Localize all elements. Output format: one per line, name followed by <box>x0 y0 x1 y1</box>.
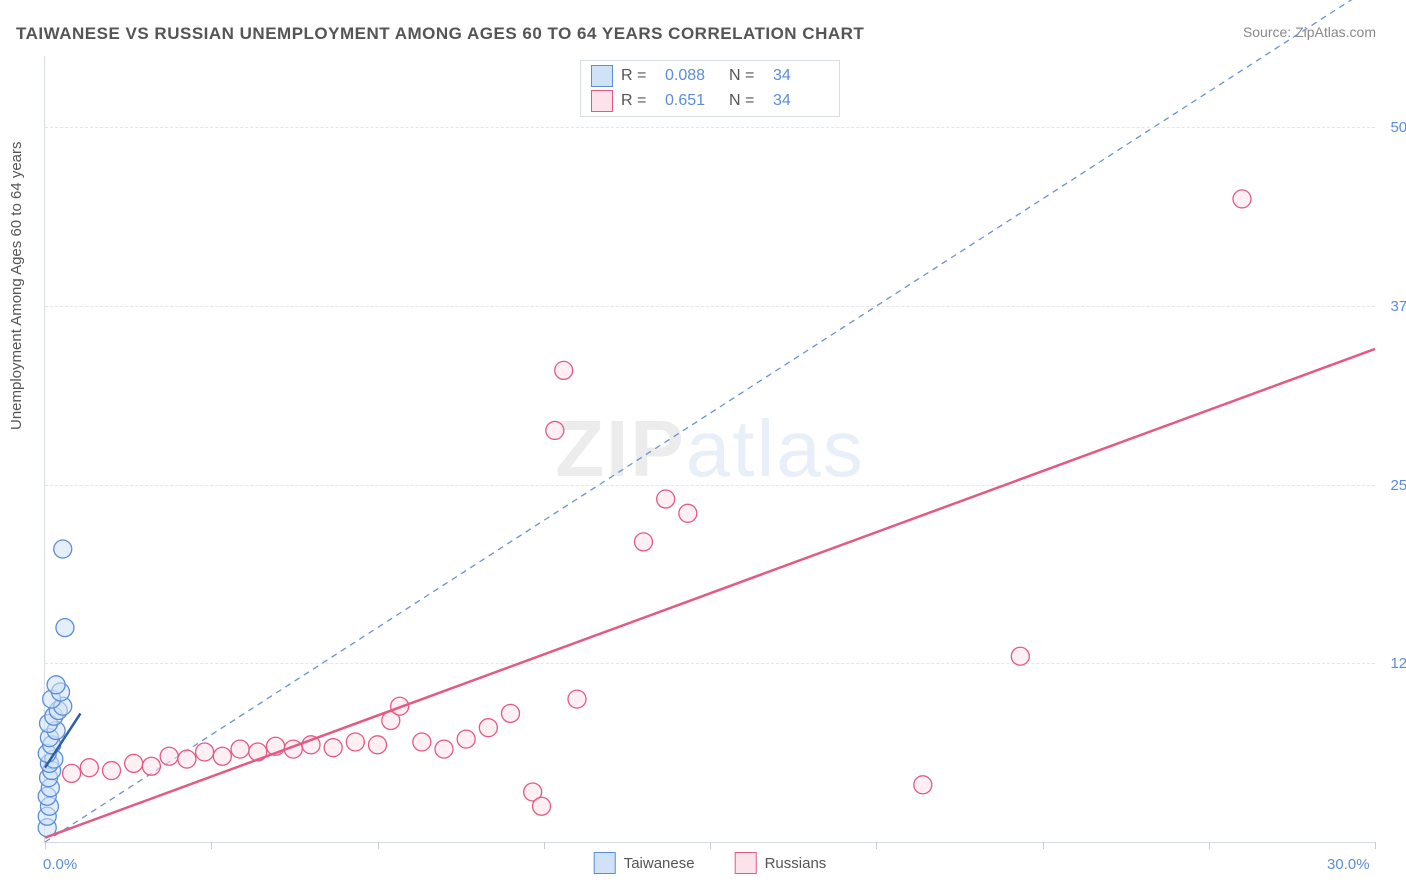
n-value: 34 <box>773 92 829 110</box>
y-axis-value: 50.0% <box>1381 119 1406 136</box>
data-point <box>555 361 573 379</box>
x-tick <box>1375 842 1376 849</box>
x-tick <box>710 842 711 849</box>
data-point <box>502 704 520 722</box>
data-point <box>914 776 932 794</box>
data-point <box>80 759 98 777</box>
legend-stats-row: R = 0.651 N = 34 <box>591 90 829 112</box>
data-point <box>568 690 586 708</box>
data-point <box>231 740 249 758</box>
trend-line <box>45 349 1375 838</box>
source-caption: Source: ZipAtlas.com <box>1243 24 1376 40</box>
data-point <box>546 421 564 439</box>
x-tick <box>876 842 877 849</box>
y-axis-value: 12.5% <box>1381 655 1406 672</box>
data-point <box>635 533 653 551</box>
data-point <box>178 750 196 768</box>
legend-swatch <box>591 65 613 87</box>
data-point <box>369 736 387 754</box>
x-tick <box>544 842 545 849</box>
x-tick <box>1043 842 1044 849</box>
n-label: N = <box>729 67 765 85</box>
r-value: 0.088 <box>665 67 721 85</box>
data-point <box>324 739 342 757</box>
data-point <box>63 764 81 782</box>
x-tick <box>211 842 212 849</box>
n-label: N = <box>729 92 765 110</box>
data-point <box>213 747 231 765</box>
data-point <box>160 747 178 765</box>
r-label: R = <box>621 67 657 85</box>
legend-swatch <box>594 852 616 874</box>
chart-svg <box>45 56 1375 842</box>
data-point <box>346 733 364 751</box>
legend-series-label: Russians <box>765 855 827 872</box>
data-point <box>1011 647 1029 665</box>
x-tick <box>1209 842 1210 849</box>
data-point <box>435 740 453 758</box>
plot-area: ZIPatlas R =0.088N =34R =0.651N =34 Taiw… <box>44 56 1375 843</box>
data-point <box>1233 190 1251 208</box>
data-point <box>196 743 214 761</box>
x-axis-value: 30.0% <box>1327 856 1370 873</box>
x-axis-value: 0.0% <box>43 856 77 873</box>
y-axis-label: Unemployment Among Ages 60 to 64 years <box>8 141 25 430</box>
data-point <box>47 676 65 694</box>
x-tick <box>45 842 46 849</box>
legend-series-item: Russians <box>735 852 827 874</box>
legend-swatch <box>591 90 613 112</box>
data-point <box>679 504 697 522</box>
data-point <box>413 733 431 751</box>
data-point <box>533 797 551 815</box>
y-axis-value: 37.5% <box>1381 298 1406 315</box>
data-point <box>479 719 497 737</box>
legend-stats-row: R = 0.088 N = 34 <box>591 65 829 87</box>
source-value: ZipAtlas.com <box>1295 24 1376 40</box>
legend-swatch <box>735 852 757 874</box>
source-label: Source: <box>1243 24 1291 40</box>
data-point <box>103 762 121 780</box>
y-axis-value: 25.0% <box>1381 477 1406 494</box>
x-tick <box>378 842 379 849</box>
legend-stats: R = 0.088 N = 34 R = 0.651 N = 34 <box>580 60 840 117</box>
n-value: 34 <box>773 67 829 85</box>
r-label: R = <box>621 92 657 110</box>
data-point <box>125 754 143 772</box>
data-point <box>657 490 675 508</box>
data-point <box>142 757 160 775</box>
legend-series-label: Taiwanese <box>624 855 695 872</box>
legend-series: Taiwanese Russians <box>594 852 827 874</box>
legend-series-item: Taiwanese <box>594 852 695 874</box>
data-point <box>54 540 72 558</box>
data-point <box>457 730 475 748</box>
data-point <box>56 619 74 637</box>
chart-title: TAIWANESE VS RUSSIAN UNEMPLOYMENT AMONG … <box>16 24 864 44</box>
r-value: 0.651 <box>665 92 721 110</box>
